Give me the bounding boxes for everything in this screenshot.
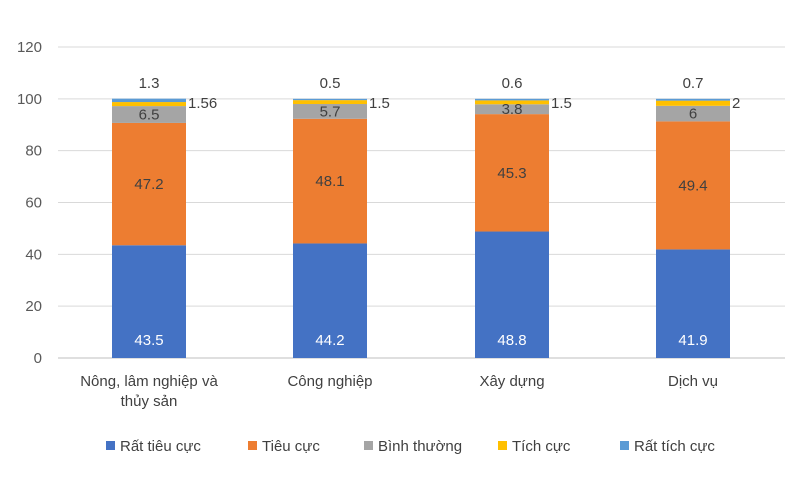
legend-label: Bình thường bbox=[378, 438, 462, 455]
legend-label: Tiêu cực bbox=[262, 438, 320, 455]
bar-segment bbox=[293, 104, 367, 119]
y-tick-label: 0 bbox=[34, 350, 42, 367]
data-label: 2 bbox=[732, 95, 740, 112]
data-label: 1.5 bbox=[369, 95, 390, 112]
bar-segment bbox=[475, 98, 549, 101]
data-label: 0.7 bbox=[683, 75, 704, 92]
x-tick-label: Công nghiệp bbox=[287, 373, 372, 390]
bar-segment bbox=[475, 104, 549, 115]
bar-segment bbox=[112, 106, 186, 123]
y-tick-label: 20 bbox=[25, 298, 42, 315]
bar-segment bbox=[293, 118, 367, 244]
bar-segment bbox=[293, 98, 367, 101]
bar-segment bbox=[293, 100, 367, 105]
legend: Rất tiêu cực Tiêu cực Bình thường Tích cực R… bbox=[106, 438, 715, 455]
y-tick-label: 40 bbox=[25, 246, 42, 263]
bar-segment bbox=[656, 121, 730, 250]
data-label: 49.4 bbox=[678, 177, 707, 194]
data-label: 47.2 bbox=[134, 176, 163, 193]
legend-label: Rất tích cực bbox=[634, 438, 715, 455]
data-label: 0.6 bbox=[502, 75, 523, 92]
legend-swatch bbox=[106, 441, 115, 450]
data-label: 6.5 bbox=[139, 107, 160, 124]
data-label: 0.5 bbox=[320, 75, 341, 92]
legend-swatch bbox=[364, 441, 373, 450]
bar-segment bbox=[112, 245, 186, 358]
legend-swatch bbox=[620, 441, 629, 450]
y-tick-label: 60 bbox=[25, 195, 42, 212]
bar-segment bbox=[112, 122, 186, 246]
x-tick-label: Xây dựng bbox=[479, 373, 544, 390]
x-tick-label: Nông, lâm nghiệp và thủy sản bbox=[80, 373, 218, 410]
x-axis: Nông, lâm nghiệp và thủy sản Công nghiệp Xâ… bbox=[80, 373, 718, 410]
legend-label: Tích cực bbox=[512, 438, 571, 455]
data-label: 43.5 bbox=[134, 332, 163, 349]
data-label: 1.3 bbox=[139, 75, 160, 92]
data-label: 45.3 bbox=[497, 165, 526, 182]
data-label: 1.5 bbox=[551, 95, 572, 112]
y-tick-label: 120 bbox=[17, 39, 42, 56]
bar-segment bbox=[656, 249, 730, 358]
data-label: 44.2 bbox=[315, 332, 344, 349]
data-label: 3.8 bbox=[502, 101, 523, 118]
x-tick-label: Dịch vụ bbox=[668, 373, 718, 390]
bar-segment bbox=[293, 243, 367, 358]
data-label: 41.9 bbox=[678, 332, 707, 349]
bar-segment bbox=[112, 98, 186, 103]
legend-label: Rất tiêu cực bbox=[120, 438, 201, 455]
bar-segment bbox=[112, 102, 186, 107]
bars bbox=[112, 98, 730, 358]
bar-segment bbox=[475, 231, 549, 358]
bar-segment bbox=[475, 100, 549, 105]
legend-swatch bbox=[248, 441, 257, 450]
data-label: 1.56 bbox=[188, 95, 217, 112]
data-label: 6 bbox=[689, 106, 697, 123]
data-label: 5.7 bbox=[320, 103, 341, 120]
data-label: 48.1 bbox=[315, 173, 344, 190]
data-labels: 43.547.26.51.561.344.248.15.71.50.548.84… bbox=[134, 75, 740, 349]
y-tick-label: 80 bbox=[25, 143, 42, 160]
bar-segment bbox=[656, 105, 730, 122]
legend-swatch bbox=[498, 441, 507, 450]
bar-segment bbox=[656, 100, 730, 106]
data-label: 48.8 bbox=[497, 332, 526, 349]
y-tick-label: 100 bbox=[17, 91, 42, 108]
bar-segment bbox=[656, 98, 730, 101]
y-axis: 0 20 40 60 80 100 120 bbox=[17, 39, 42, 367]
bar-segment bbox=[475, 114, 549, 232]
